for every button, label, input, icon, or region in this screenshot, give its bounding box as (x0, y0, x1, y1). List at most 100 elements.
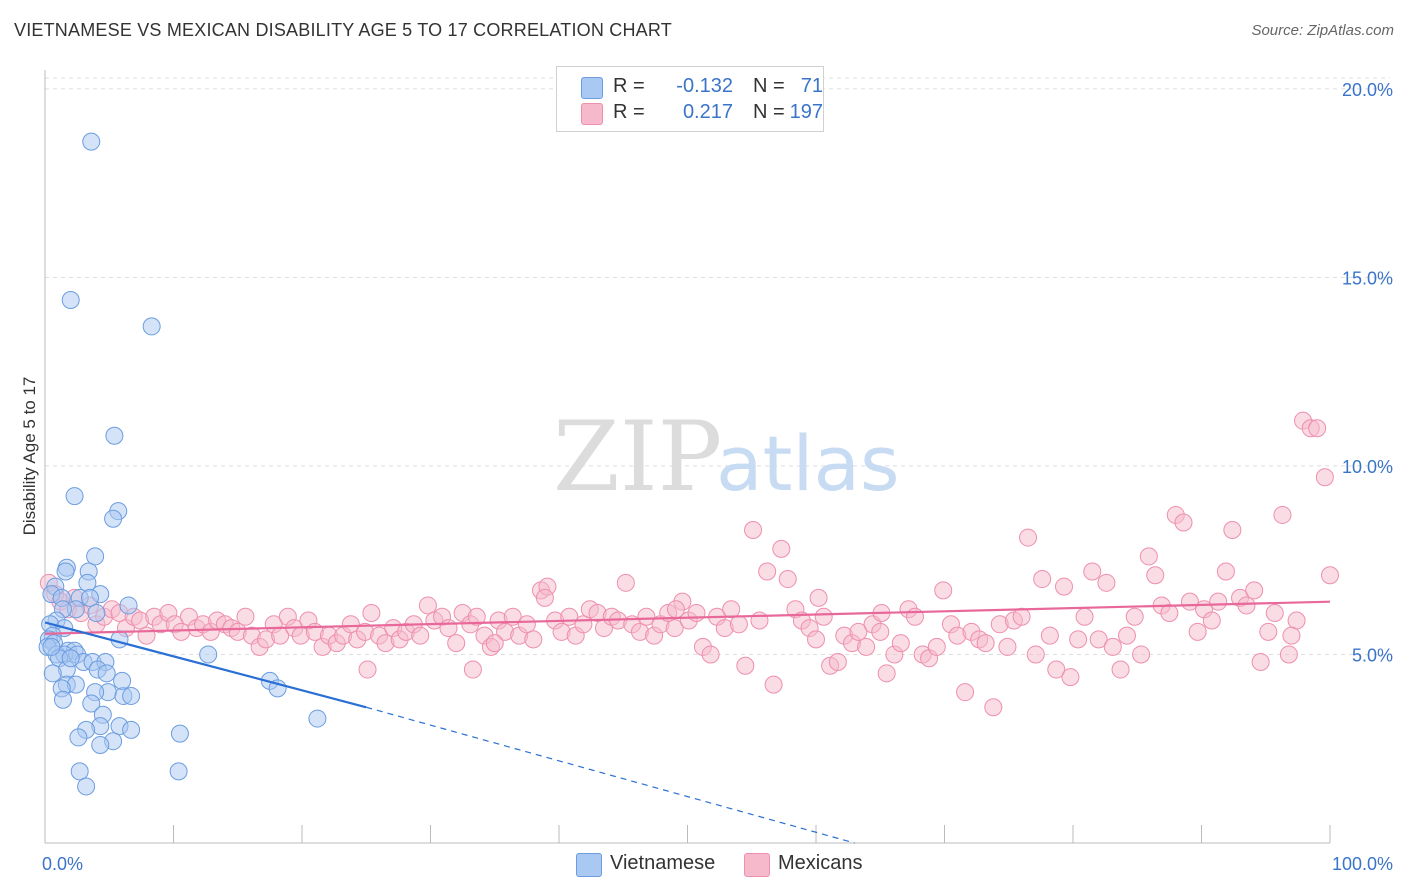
vietnamese-point (308, 709, 327, 728)
mexicans-point (956, 683, 975, 702)
mexicans-point (1069, 630, 1088, 649)
mexicans-point (1040, 626, 1059, 645)
vietnamese-point (53, 690, 72, 709)
mexicans-point (1012, 607, 1031, 626)
vietnamese-point (77, 777, 96, 796)
y-axis-label: Disability Age 5 to 17 (20, 377, 39, 536)
mexicans-point (616, 573, 635, 592)
mexicans-point (1209, 592, 1228, 611)
mexicans-point (1111, 660, 1130, 679)
vietnamese-point (70, 762, 89, 781)
mexicans-point (857, 637, 876, 656)
legend-n-value: 197 (789, 101, 823, 123)
mexicans-point (1321, 566, 1339, 585)
legend-n-value: 71 (800, 75, 823, 97)
mexicans-point (1061, 668, 1080, 687)
mexicans-point (418, 596, 437, 615)
bottom-legend-label-mexicans: Mexicans (778, 852, 863, 874)
vietnamese-point (91, 735, 110, 754)
mexicans-point (1083, 562, 1102, 581)
vietnamese-point (142, 317, 161, 336)
vietnamese-point (104, 509, 123, 528)
vietnamese-point (122, 720, 141, 739)
legend-swatch-mexicans (581, 103, 603, 125)
mexicans-point (1047, 660, 1066, 679)
mexicans-point (736, 656, 755, 675)
mexicans-point (1315, 468, 1334, 487)
vietnamese-point (122, 686, 141, 705)
mexicans-point (729, 615, 748, 634)
axes (44, 70, 1331, 844)
vietnamese-point (65, 487, 84, 506)
vietnamese-point (69, 728, 88, 747)
vietnamese-trend-extension (366, 706, 855, 844)
mexicans-point (984, 698, 1003, 717)
mexicans-point (1055, 577, 1074, 596)
mexicans-point (807, 630, 825, 649)
bottom-legend-label-vietnamese: Vietnamese (610, 852, 716, 874)
mexicans-point (1265, 603, 1284, 622)
vietnamese-point (80, 588, 99, 607)
mexicans-point (637, 607, 656, 626)
vietnamese-point (61, 291, 80, 310)
mexicans-point (998, 637, 1017, 656)
chart-title: VIETNAMESE VS MEXICAN DISABILITY AGE 5 T… (14, 20, 672, 40)
trend-lines (44, 600, 1331, 844)
vietnamese-point (97, 664, 116, 683)
mexicans-point (137, 626, 156, 645)
x-tick-label: 100.0% (1332, 854, 1393, 874)
gridlines (45, 77, 1390, 655)
mexicans-point (1216, 562, 1235, 581)
mexicans-point (485, 634, 504, 653)
mexicans-point (1287, 611, 1306, 630)
mexicans-point (1237, 596, 1256, 615)
y-tick-label: 20.0% (1342, 80, 1393, 100)
vietnamese-point (199, 645, 218, 664)
mexicans-point (666, 600, 685, 619)
bottom-legend-swatch-vietnamese (576, 853, 602, 877)
vietnamese-point (119, 596, 138, 615)
source-credit: Source: ZipAtlas.com (1251, 22, 1394, 39)
legend-r-value: 0.217 (682, 101, 733, 123)
mexicans-point (172, 622, 191, 641)
mexicans-point (1089, 630, 1108, 649)
vietnamese-point (170, 724, 189, 743)
mexicans-point (1223, 521, 1242, 540)
mexicans-point (934, 581, 953, 600)
watermark: ZIP atlas (553, 401, 900, 513)
mexicans-point (1026, 645, 1045, 664)
y-tick-label: 10.0% (1342, 457, 1393, 477)
x-tick-labels: 0.0% 100.0% (42, 854, 1393, 874)
mexicans-point (1132, 645, 1151, 664)
mexicans-point (1308, 419, 1327, 438)
vietnamese-point (86, 547, 105, 566)
mexicans-point (849, 622, 868, 641)
mexicans-point (877, 664, 896, 683)
mexicans-point (1033, 570, 1052, 589)
mexicans-point (1160, 603, 1179, 622)
legend-r-label: R = (613, 101, 645, 123)
mexicans-point (439, 619, 458, 638)
mexicans-point (467, 607, 486, 626)
mexicans-point (772, 539, 791, 558)
mexicans-point (1202, 611, 1221, 630)
y-tick-labels: 5.0% 10.0% 15.0% 20.0% (1342, 80, 1393, 666)
vietnamese-point (56, 562, 75, 581)
mexicans-point (1125, 607, 1144, 626)
mexicans-point (1019, 528, 1038, 547)
legend-r-label: R = (613, 75, 645, 97)
vietnamese-point (169, 762, 188, 781)
mexicans-point (871, 622, 890, 641)
mexicans-point (1259, 622, 1278, 641)
mexicans-point (1251, 653, 1270, 672)
mexicans-point (447, 634, 466, 653)
mexicans-point (1139, 547, 1158, 566)
mexicans-point (764, 675, 783, 694)
mexicans-point (535, 588, 554, 607)
legend-n-label: N = (753, 101, 785, 123)
mexicans-point (1188, 622, 1207, 641)
mexicans-point (758, 562, 777, 581)
mexicans-point (744, 521, 763, 540)
x-tick-label: 0.0% (42, 854, 83, 874)
